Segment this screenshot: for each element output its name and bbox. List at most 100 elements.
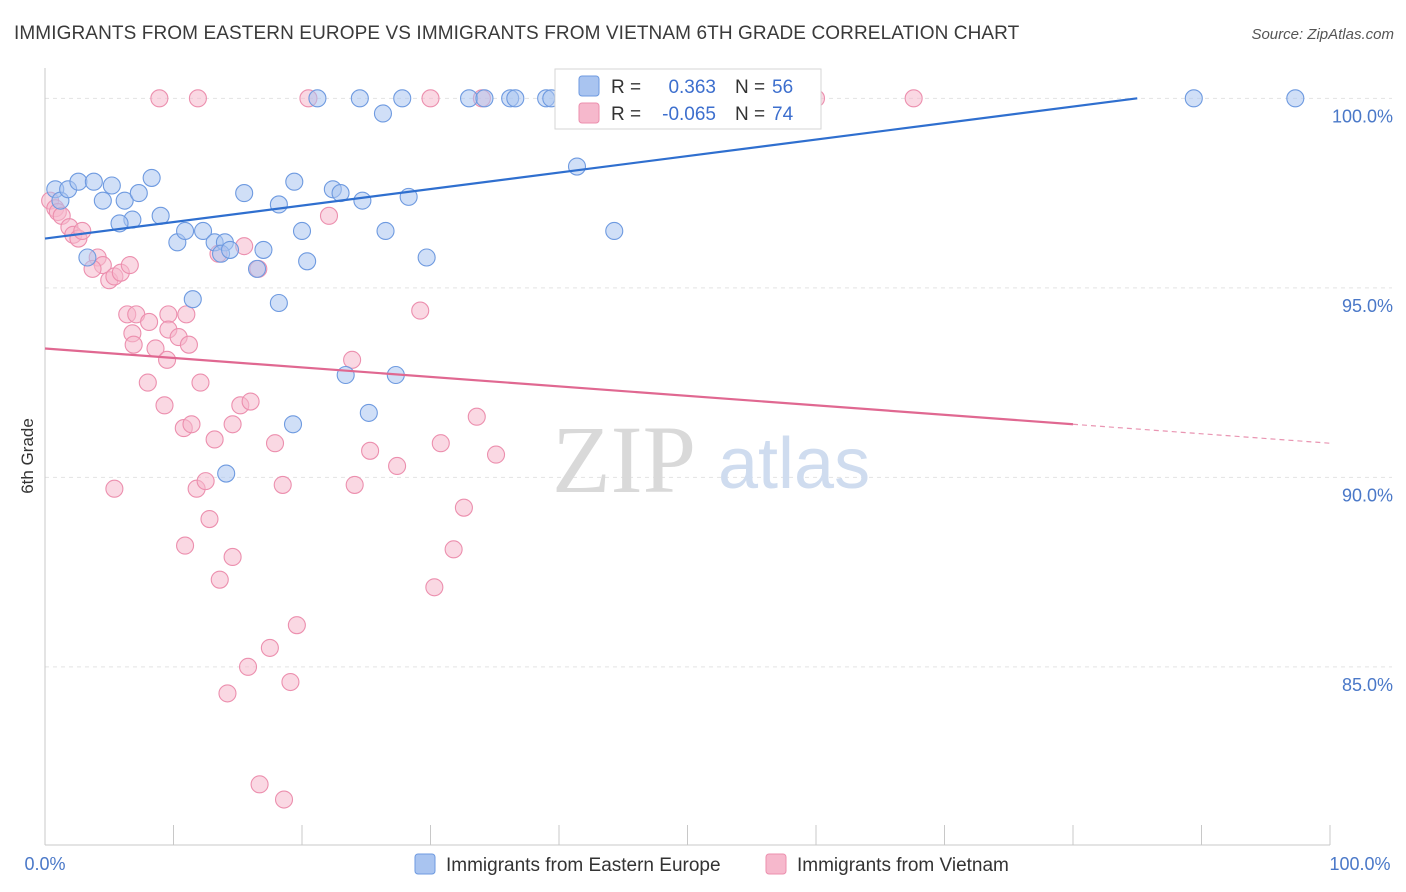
data-point-vietnam xyxy=(191,373,210,392)
stats-r-value-pink: -0.065 xyxy=(662,104,716,125)
data-point-eastern-europe xyxy=(350,89,369,108)
data-point-vietnam xyxy=(425,578,444,597)
stats-box: R = 0.363 N = 56 R = -0.065 N = 74 xyxy=(554,68,822,130)
data-point-eastern-europe xyxy=(376,221,395,241)
data-point-eastern-europe xyxy=(78,248,97,267)
y-tick-label: 95.0% xyxy=(1342,296,1393,316)
data-point-eastern-europe xyxy=(183,290,202,309)
data-point-eastern-europe xyxy=(292,221,312,241)
data-point-eastern-europe xyxy=(115,191,134,210)
data-point-eastern-europe xyxy=(285,172,304,191)
stats-r-value-blue: 0.363 xyxy=(668,77,716,98)
trendline-vietnam xyxy=(44,347,1074,426)
data-point-vietnam xyxy=(223,415,242,434)
data-point-vietnam xyxy=(223,547,242,566)
watermark-zip: ZIP xyxy=(552,406,696,513)
data-point-vietnam xyxy=(205,430,224,449)
stats-n-label-blue: N = xyxy=(735,77,765,98)
data-point-eastern-europe xyxy=(220,240,240,259)
data-point-vietnam xyxy=(150,89,169,108)
stats-swatch-blue xyxy=(578,75,600,97)
data-point-vietnam xyxy=(467,407,486,426)
data-point-eastern-europe xyxy=(283,415,303,434)
data-point-vietnam xyxy=(241,392,260,411)
y-tick-label: 90.0% xyxy=(1342,485,1393,505)
trendline-vietnam-extension xyxy=(1072,423,1331,444)
data-point-eastern-europe xyxy=(129,184,148,203)
data-point-eastern-europe xyxy=(459,89,479,108)
stats-n-value-pink: 74 xyxy=(772,104,794,125)
y-axis-label: 6th Grade xyxy=(18,418,37,494)
gridlines xyxy=(45,97,1392,668)
legend-swatch-eastern-europe xyxy=(414,853,436,875)
data-point-vietnam xyxy=(159,305,178,324)
stats-n-label-pink: N = xyxy=(735,104,765,125)
legend: Immigrants from Eastern Europe Immigrant… xyxy=(414,853,1009,876)
series-vietnam-points xyxy=(41,89,923,809)
data-point-vietnam xyxy=(287,616,306,635)
data-point-vietnam xyxy=(218,684,237,703)
x-tick-label-min: 0.0% xyxy=(24,854,65,874)
data-point-vietnam xyxy=(273,475,292,494)
data-point-eastern-europe xyxy=(235,184,254,203)
data-point-vietnam xyxy=(411,301,430,320)
data-point-vietnam xyxy=(196,472,215,491)
data-point-vietnam xyxy=(265,434,285,453)
data-point-eastern-europe xyxy=(247,259,267,278)
data-point-eastern-europe xyxy=(393,89,412,108)
data-point-eastern-europe xyxy=(298,252,317,271)
data-point-vietnam xyxy=(200,509,219,529)
data-point-vietnam xyxy=(260,638,279,657)
data-point-vietnam xyxy=(319,206,339,225)
trendlines xyxy=(44,97,1331,444)
x-axis-minor-ticks xyxy=(44,825,1331,845)
data-point-vietnam xyxy=(120,256,139,275)
watermark-atlas: atlas xyxy=(718,424,870,504)
data-point-eastern-europe xyxy=(1286,89,1305,108)
data-point-vietnam xyxy=(345,475,364,494)
data-point-eastern-europe xyxy=(102,176,121,195)
data-point-vietnam xyxy=(210,570,229,589)
stats-n-value-blue: 56 xyxy=(772,77,793,98)
data-point-eastern-europe xyxy=(605,221,624,241)
chart-source: Source: ZipAtlas.com xyxy=(1251,26,1394,43)
data-point-eastern-europe xyxy=(353,191,372,210)
data-point-vietnam xyxy=(250,775,269,794)
data-point-vietnam xyxy=(238,657,258,676)
data-point-vietnam xyxy=(188,89,207,108)
data-point-eastern-europe xyxy=(336,365,355,385)
data-point-eastern-europe xyxy=(475,89,494,108)
legend-label-vietnam: Immigrants from Vietnam xyxy=(797,855,1009,876)
data-point-vietnam xyxy=(343,350,362,369)
data-point-eastern-europe xyxy=(567,157,587,176)
data-point-vietnam xyxy=(904,89,923,108)
y-tick-label: 85.0% xyxy=(1342,675,1393,695)
data-point-vietnam xyxy=(361,441,380,460)
stats-r-label-pink: R = xyxy=(611,104,641,125)
data-point-vietnam xyxy=(140,312,159,331)
x-tick-label-max: 100.0% xyxy=(1329,854,1390,874)
data-point-eastern-europe xyxy=(194,221,213,241)
data-point-vietnam xyxy=(176,536,195,555)
y-tick-labels: 85.0% 90.0% 95.0% 100.0% xyxy=(1332,106,1393,695)
data-point-eastern-europe xyxy=(93,191,112,210)
data-point-vietnam xyxy=(274,790,294,809)
data-point-eastern-europe xyxy=(176,221,195,241)
data-point-vietnam xyxy=(138,373,157,392)
data-point-vietnam xyxy=(73,221,92,241)
data-point-vietnam xyxy=(155,396,174,415)
stats-swatch-pink xyxy=(578,102,600,124)
data-point-eastern-europe xyxy=(151,206,170,225)
legend-label-eastern-europe: Immigrants from Eastern Europe xyxy=(446,855,721,876)
data-point-vietnam xyxy=(444,540,463,559)
data-point-eastern-europe xyxy=(84,172,103,191)
data-point-vietnam xyxy=(431,434,450,453)
data-point-vietnam xyxy=(105,479,124,498)
data-point-eastern-europe xyxy=(308,89,327,108)
data-point-vietnam xyxy=(182,415,201,434)
data-point-eastern-europe xyxy=(217,464,236,483)
data-point-vietnam xyxy=(124,335,143,354)
data-point-vietnam xyxy=(486,445,506,464)
chart-title: IMMIGRANTS FROM EASTERN EUROPE VS IMMIGR… xyxy=(14,23,1020,44)
